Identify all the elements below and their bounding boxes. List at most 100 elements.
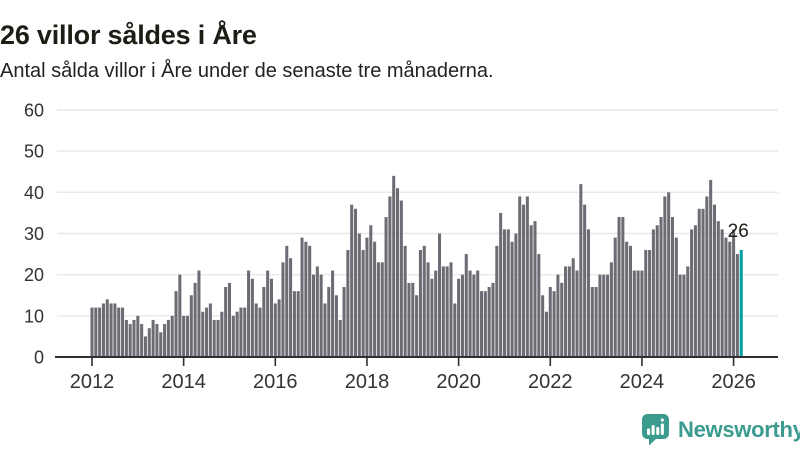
bar xyxy=(90,307,94,357)
bar xyxy=(369,225,373,357)
bar xyxy=(529,225,533,357)
bar xyxy=(472,274,476,357)
y-tick-label: 60 xyxy=(24,101,44,121)
bar xyxy=(483,291,487,357)
bar xyxy=(155,324,159,357)
bar xyxy=(373,241,377,357)
bar xyxy=(644,249,648,357)
x-tick-label: 2018 xyxy=(345,371,390,393)
bar xyxy=(659,217,663,357)
bar xyxy=(296,291,300,357)
bar xyxy=(178,274,182,357)
bar xyxy=(212,319,216,357)
bar xyxy=(308,245,312,357)
bar xyxy=(552,291,556,357)
bar xyxy=(170,315,174,357)
bar xyxy=(353,208,358,357)
y-tick-label: 50 xyxy=(24,142,44,162)
bar xyxy=(331,270,335,357)
bar xyxy=(350,204,354,357)
bar xyxy=(117,307,121,357)
bar xyxy=(655,225,659,357)
bar xyxy=(396,188,400,357)
bar xyxy=(277,299,281,357)
bar xyxy=(651,229,655,357)
bar xyxy=(438,233,442,357)
bar xyxy=(628,245,632,357)
bar xyxy=(674,237,678,357)
bar xyxy=(422,245,426,357)
bar xyxy=(380,262,384,357)
bar xyxy=(407,282,411,357)
bar xyxy=(262,287,266,357)
bar xyxy=(514,233,518,357)
bar xyxy=(449,262,453,357)
bar xyxy=(648,249,652,357)
bar xyxy=(365,237,369,357)
bar xyxy=(185,315,189,357)
bar xyxy=(720,229,724,357)
bar xyxy=(113,303,117,357)
chart-subtitle: Antal sålda villor i Åre under de senast… xyxy=(0,60,494,82)
bar xyxy=(121,307,125,357)
bar xyxy=(98,307,102,357)
bar xyxy=(388,196,392,357)
bar xyxy=(426,262,430,357)
speech-bubble-shape xyxy=(642,414,669,446)
bar xyxy=(315,266,319,357)
bar xyxy=(174,291,178,357)
bar xyxy=(712,204,717,357)
bar xyxy=(235,311,239,357)
x-tick-label: 2012 xyxy=(70,371,115,393)
x-tick-label: 2026 xyxy=(711,371,756,393)
bar xyxy=(151,319,155,357)
bar xyxy=(193,282,197,357)
bar xyxy=(285,245,289,357)
bar xyxy=(441,266,445,357)
bar xyxy=(598,274,602,357)
bar xyxy=(690,229,694,357)
bar xyxy=(143,336,147,357)
bar xyxy=(327,287,331,357)
bar xyxy=(208,303,212,357)
bar xyxy=(522,204,526,357)
bar xyxy=(434,270,438,357)
bar xyxy=(239,307,243,357)
highlight-value-label: 26 xyxy=(728,221,749,242)
bar xyxy=(560,282,564,357)
bar xyxy=(667,192,671,357)
newsworthy-logo-text: Newsworthy xyxy=(678,416,800,442)
bar xyxy=(697,208,701,357)
bar xyxy=(495,245,499,357)
bar xyxy=(541,295,545,357)
bar xyxy=(510,241,514,357)
newsworthy-logo-icon xyxy=(642,414,669,446)
bar xyxy=(323,303,327,357)
bar xyxy=(132,319,136,357)
bar xyxy=(609,262,613,357)
bar xyxy=(564,266,568,357)
bar xyxy=(289,258,293,357)
bar xyxy=(575,270,579,357)
bar xyxy=(453,303,457,357)
bar xyxy=(205,307,209,357)
bar xyxy=(548,287,552,357)
bar xyxy=(273,303,277,357)
bar xyxy=(617,217,621,357)
bar xyxy=(415,295,419,357)
page-title: 26 villor såldes i Åre xyxy=(0,20,257,51)
bar xyxy=(105,299,109,357)
bar xyxy=(693,225,697,357)
y-tick-label: 10 xyxy=(24,306,44,326)
bar xyxy=(342,287,346,357)
y-tick-label: 0 xyxy=(34,348,44,368)
bar xyxy=(292,291,296,357)
bar xyxy=(506,229,510,357)
bars xyxy=(90,175,743,357)
bar xyxy=(140,324,144,357)
bar xyxy=(334,295,338,357)
bar xyxy=(518,196,522,357)
bar xyxy=(128,324,132,357)
bar xyxy=(281,262,285,357)
